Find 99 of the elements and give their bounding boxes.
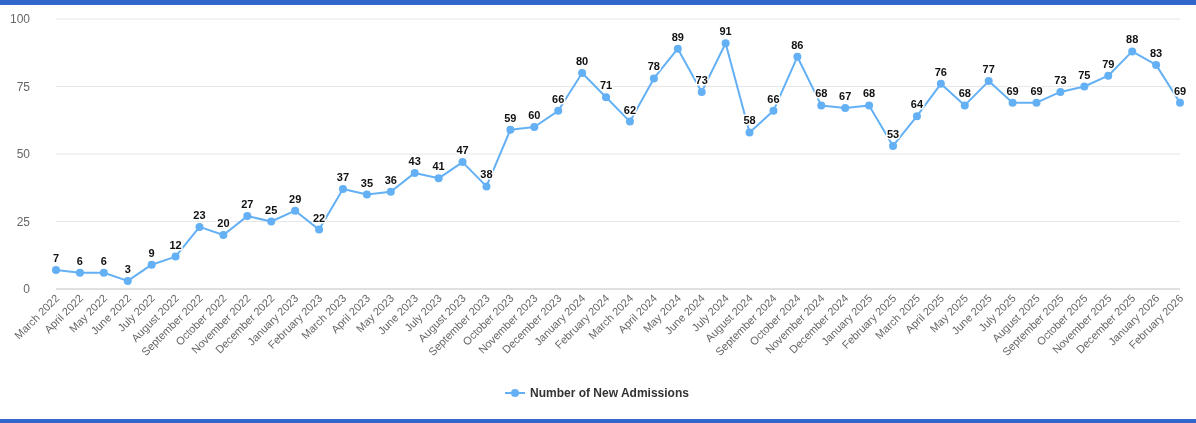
data-label: 77 <box>982 63 995 76</box>
point <box>817 101 826 110</box>
data-label: 29 <box>289 192 302 205</box>
data-label: 37 <box>336 171 350 184</box>
point <box>147 260 156 269</box>
point <box>291 206 300 215</box>
point <box>530 123 539 131</box>
point <box>841 104 850 113</box>
data-label: 23 <box>193 208 206 221</box>
data-label: 69 <box>1173 84 1187 97</box>
data-label: 20 <box>217 217 230 229</box>
point <box>889 141 898 150</box>
data-label: 75 <box>1078 68 1091 81</box>
y-tick-label: 100 <box>9 12 31 26</box>
data-label: 9 <box>148 246 155 259</box>
data-label: 47 <box>456 144 469 157</box>
y-tick-label: 75 <box>16 79 31 94</box>
point <box>960 101 969 110</box>
data-label: 43 <box>408 154 421 167</box>
point <box>673 44 682 53</box>
point <box>625 117 634 126</box>
point <box>1080 82 1089 91</box>
point <box>912 112 921 121</box>
data-label: 25 <box>265 203 278 216</box>
point <box>386 187 395 196</box>
point <box>338 185 347 194</box>
point <box>458 158 467 167</box>
data-label: 89 <box>671 30 684 43</box>
data-label: 91 <box>719 25 732 38</box>
data-label: 6 <box>76 254 83 267</box>
point <box>1128 47 1137 56</box>
data-label: 80 <box>576 55 589 67</box>
data-label: 27 <box>241 198 254 211</box>
data-label: 60 <box>528 109 541 121</box>
data-label: 7 <box>52 252 60 265</box>
point <box>195 222 204 231</box>
data-label: 36 <box>384 173 397 186</box>
point <box>984 77 993 86</box>
data-label: 68 <box>815 87 828 100</box>
point <box>362 190 371 199</box>
point <box>1056 87 1065 96</box>
point <box>578 69 587 77</box>
point <box>243 212 252 221</box>
data-label: 69 <box>1030 84 1043 97</box>
point <box>410 168 419 177</box>
point <box>315 225 324 234</box>
point <box>554 106 563 115</box>
point <box>1104 71 1113 80</box>
data-label: 41 <box>432 160 445 173</box>
data-label: 73 <box>695 73 708 86</box>
point <box>506 125 515 134</box>
point <box>434 174 443 183</box>
data-label: 78 <box>647 60 660 73</box>
data-label: 83 <box>1149 46 1163 59</box>
point <box>482 182 491 191</box>
point <box>602 93 611 102</box>
data-label: 88 <box>1126 33 1139 46</box>
data-label: 22 <box>312 211 326 224</box>
point <box>267 217 276 226</box>
data-label: 6 <box>100 254 107 267</box>
point <box>75 268 84 277</box>
data-label: 66 <box>552 92 565 105</box>
point <box>865 101 874 110</box>
point <box>1032 98 1041 107</box>
data-label: 71 <box>599 79 613 92</box>
point <box>219 231 228 239</box>
data-label: 68 <box>958 87 971 100</box>
data-label: 68 <box>862 87 876 100</box>
y-tick-label: 0 <box>23 282 31 296</box>
point <box>99 268 108 277</box>
data-label: 86 <box>791 38 804 51</box>
data-label: 67 <box>839 90 852 103</box>
data-label: 59 <box>504 111 517 124</box>
data-label: 53 <box>886 127 900 140</box>
point <box>769 106 778 115</box>
y-tick-label: 25 <box>16 214 31 229</box>
data-label: 79 <box>1102 57 1115 70</box>
y-tick-label: 50 <box>16 147 31 161</box>
legend-label: Number of New Admissions <box>530 386 690 400</box>
point <box>1176 98 1184 107</box>
point <box>1152 60 1161 69</box>
data-label: 69 <box>1006 84 1019 97</box>
data-label: 73 <box>1054 73 1067 86</box>
point <box>1008 98 1017 107</box>
point <box>721 39 730 48</box>
point <box>52 266 60 275</box>
data-label: 62 <box>623 103 637 116</box>
data-label: 76 <box>934 65 947 78</box>
point <box>936 79 945 88</box>
point <box>123 276 132 285</box>
data-label: 12 <box>169 238 182 251</box>
point <box>793 52 802 61</box>
point <box>745 128 754 137</box>
data-label: 35 <box>360 176 374 189</box>
point <box>171 252 180 261</box>
point <box>649 74 658 83</box>
point <box>697 87 706 96</box>
data-label: 64 <box>910 98 924 111</box>
data-label: 3 <box>124 262 131 275</box>
